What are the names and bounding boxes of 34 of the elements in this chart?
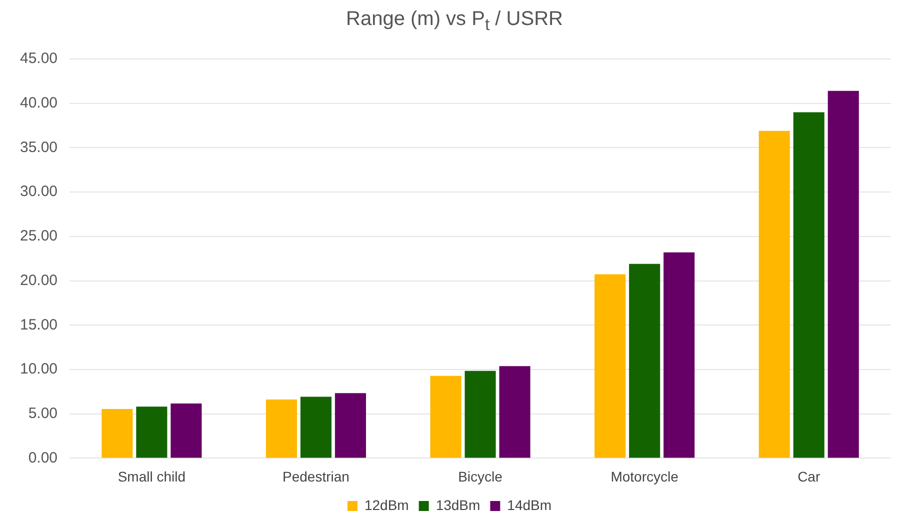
bar [334, 393, 366, 458]
bar [499, 366, 530, 458]
legend-label: 14dBm [507, 496, 552, 513]
bar [758, 130, 790, 458]
bar [464, 370, 496, 458]
y-tick-label: 25.00 [20, 228, 58, 245]
y-tick-label: 20.00 [20, 272, 58, 289]
x-tick-label: Small child [118, 468, 186, 484]
y-tick-label: 30.00 [20, 183, 58, 200]
chart-title: Range (m) vs P$_{t}$ / USRR [345, 8, 564, 36]
bar [430, 376, 462, 458]
bar [629, 264, 660, 458]
bar [594, 274, 626, 458]
y-tick-label: 15.00 [20, 316, 58, 334]
bar [102, 408, 133, 458]
bar [136, 406, 168, 458]
bar [793, 112, 824, 458]
y-tick-label: 45.00 [20, 50, 58, 68]
y-tick-label: 0.00 [28, 449, 58, 466]
legend-label: 13dBm [436, 496, 480, 513]
bar [664, 252, 695, 458]
legend-label: 12dBm [364, 496, 409, 513]
x-tick-label: Car [798, 468, 820, 484]
x-tick-label: Bicycle [458, 468, 503, 484]
bar [266, 399, 297, 458]
bar [300, 396, 332, 458]
y-tick-label: 10.00 [20, 360, 58, 378]
bar [828, 90, 859, 458]
y-tick-label: 40.00 [20, 94, 58, 112]
y-tick-label: 35.00 [20, 138, 58, 156]
y-tick-label: 5.00 [28, 404, 58, 422]
bar [170, 404, 202, 458]
x-tick-label: Motorcycle [610, 468, 679, 484]
x-tick-label: Pedestrian [282, 468, 350, 484]
